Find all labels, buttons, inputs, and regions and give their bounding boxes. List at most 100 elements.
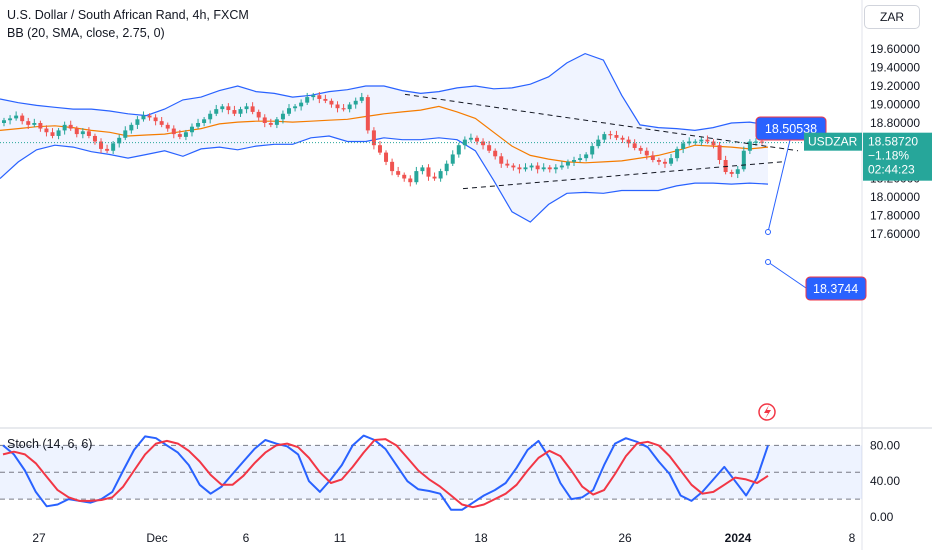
candle-body	[705, 139, 710, 142]
candle-body	[735, 169, 740, 174]
projection-anchor	[765, 229, 771, 235]
candle-body	[456, 145, 461, 155]
candle-body	[669, 158, 674, 164]
candle-body	[365, 97, 370, 131]
stochastic-pane	[0, 434, 862, 511]
price-tag-box	[863, 132, 932, 181]
price-tag-value: 18.58720	[868, 135, 918, 149]
bollinger-indicator-label[interactable]: BB (20, SMA, close, 2.75, 0)	[7, 26, 165, 40]
candle-body	[135, 119, 140, 125]
candle-body	[329, 100, 334, 105]
candle-body	[535, 165, 540, 170]
candle-body	[262, 117, 267, 123]
candle-body	[687, 141, 692, 144]
candle-body	[511, 165, 516, 168]
candle-body	[183, 132, 188, 137]
candle-body	[99, 141, 104, 149]
candle-body	[171, 128, 176, 135]
candle-body	[165, 124, 170, 129]
candle-body	[68, 124, 73, 129]
currency-button[interactable]: ZAR	[864, 5, 920, 29]
lower-price-callout: 18.3744	[805, 276, 867, 301]
candle-body	[638, 147, 643, 151]
candle-body	[384, 152, 389, 162]
candle-body	[274, 119, 279, 125]
candle-body	[487, 145, 492, 151]
candle-body	[626, 139, 631, 144]
price-tick-label: 18.00000	[870, 190, 920, 204]
candle-body	[547, 167, 552, 170]
candle-body	[699, 139, 704, 142]
candle-body	[335, 104, 340, 109]
stoch-tick-label: 0.00	[870, 510, 894, 524]
candle-body	[662, 161, 667, 164]
stoch-tick-label: 80.00	[870, 438, 900, 452]
candle-body	[371, 130, 376, 146]
time-tick-label: 27	[32, 531, 46, 545]
candle-body	[565, 161, 570, 166]
candle-body	[620, 137, 625, 140]
price-tick-label: 17.80000	[870, 209, 920, 223]
time-tick-label: 26	[618, 531, 632, 545]
candle-body	[614, 135, 619, 138]
candle-body	[602, 134, 607, 140]
candle-body	[8, 118, 13, 121]
bollinger-upper-line	[0, 52, 769, 132]
candle-body	[208, 113, 213, 120]
candle-body	[578, 158, 583, 160]
candle-body	[468, 137, 473, 140]
symbol-tag-text: USDZAR	[808, 135, 858, 149]
time-tick-label: 11	[334, 531, 347, 545]
candle-body	[644, 150, 649, 156]
candle-body	[523, 167, 528, 170]
price-tag-countdown: 02:44:23	[868, 163, 915, 177]
bollinger-basis-line	[0, 105, 769, 164]
candle-body	[317, 95, 322, 99]
candle-body	[353, 100, 358, 105]
stochastic-indicator-label[interactable]: Stoch (14, 6, 6)	[7, 437, 93, 451]
candle-body	[159, 121, 164, 125]
bollinger-lower-line	[0, 135, 769, 223]
candle-body	[305, 97, 310, 103]
candle-body	[402, 174, 407, 179]
candle-body	[474, 137, 479, 142]
price-tick-label: 17.60000	[870, 227, 920, 241]
lightning-icon-bolt	[764, 405, 771, 419]
candle-body	[141, 115, 146, 120]
candle-body	[62, 124, 67, 131]
candle-body	[20, 115, 25, 122]
candle-body	[723, 160, 728, 173]
candle-body	[493, 150, 498, 157]
time-tick-label: 2024	[725, 531, 752, 545]
candle-body	[250, 106, 255, 112]
candle-body	[268, 123, 273, 125]
time-tick-label: 18	[474, 531, 488, 545]
candle-body	[390, 161, 395, 172]
candle-body	[481, 141, 486, 146]
candle-body	[56, 130, 61, 136]
candle-body	[632, 143, 637, 148]
trendlines	[404, 93, 807, 289]
symbol-tag-box	[804, 132, 862, 151]
candle-body	[347, 104, 352, 110]
price-tags: 18.50538 18.3744 USDZAR 18.58720−1.18%02:44…	[755, 116, 932, 421]
candle-body	[202, 119, 207, 123]
candle-body	[432, 176, 437, 179]
candle-body	[717, 145, 722, 160]
candle-body	[753, 141, 758, 143]
candle-body	[238, 109, 243, 114]
candle-body	[499, 156, 504, 164]
price-tick-label: 19.40000	[870, 61, 920, 75]
candle-body	[44, 128, 49, 133]
candle-body	[414, 171, 419, 183]
projection-anchor	[765, 259, 771, 265]
candle-body	[681, 143, 686, 149]
candle-body	[729, 172, 734, 174]
candle-body	[741, 150, 746, 170]
time-tick-label: 6	[243, 531, 250, 545]
candle-body	[396, 171, 401, 175]
projection-line-upper	[767, 139, 791, 233]
lower-callout-text: 18.3744	[813, 282, 858, 296]
